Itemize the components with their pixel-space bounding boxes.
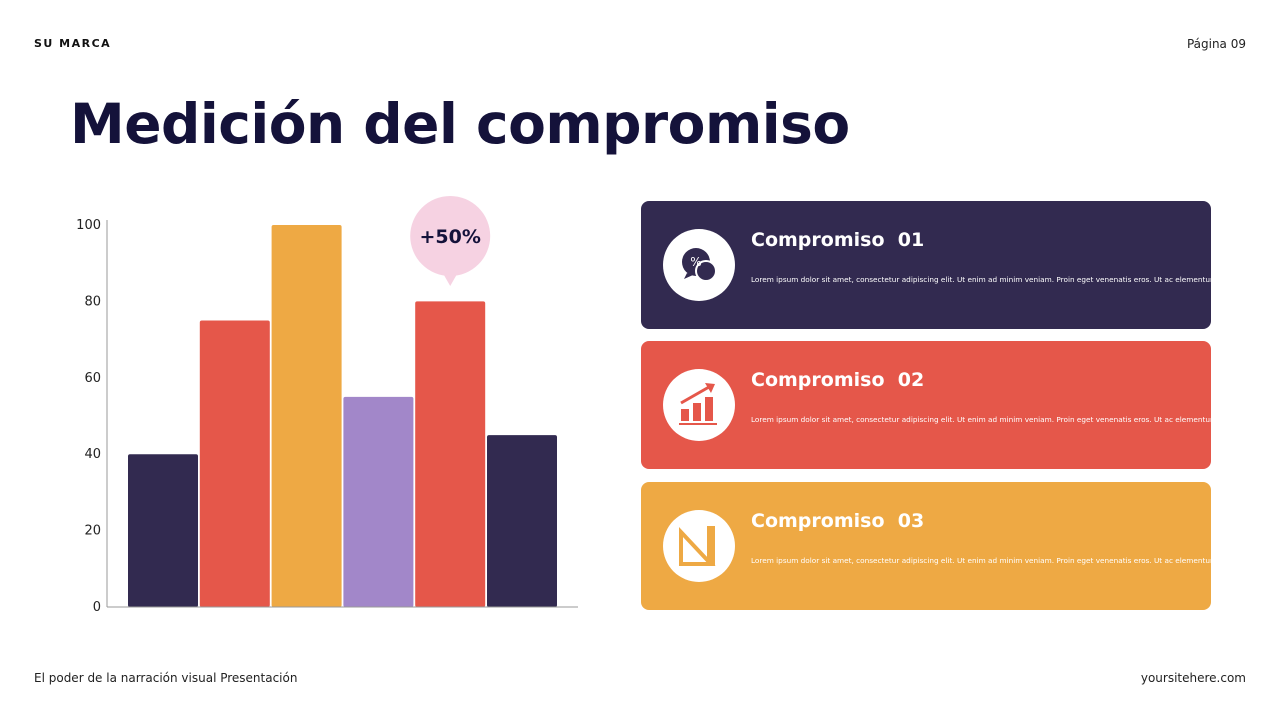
annotation-bubble: [410, 196, 491, 276]
footer-left: El poder de la narración visual Presenta…: [34, 671, 298, 685]
y-tick-label: 100: [76, 218, 101, 233]
chart: 0 20 40 60 80 100 +50%: [76, 196, 578, 615]
icon: [663, 369, 735, 441]
card-text: Lorem ipsum dolor sit amet, consectetur …: [751, 275, 1220, 284]
card: Compromiso 03 Lorem ipsum dolor sit amet…: [641, 482, 1219, 610]
footer-right: yoursitehere.com: [1140, 671, 1246, 685]
y-tick-label: 0: [93, 600, 101, 615]
annotation: +50%: [419, 226, 480, 248]
card-title: Compromiso 01: [751, 229, 925, 251]
bar: [128, 454, 198, 607]
y-tick-label: 20: [84, 524, 101, 539]
page-number: Página 09: [1186, 37, 1246, 51]
card-title: Compromiso 02: [751, 369, 925, 391]
icon: %: [663, 229, 735, 301]
bar: [343, 396, 414, 607]
slide-title: Medición del compromiso: [70, 92, 850, 156]
bar: [199, 320, 270, 607]
card-text: Lorem ipsum dolor sit amet, consectetur …: [751, 556, 1220, 565]
card-title: Compromiso 03: [751, 510, 925, 532]
card-text: Lorem ipsum dolor sit amet, consectetur …: [751, 415, 1220, 424]
y-tick-label: 40: [84, 447, 101, 462]
svg-text:%: %: [690, 255, 701, 269]
brand: SU MARCA: [34, 37, 112, 50]
bar: [415, 301, 486, 607]
icon: [663, 510, 735, 582]
card: Compromiso 02 Lorem ipsum dolor sit amet…: [641, 341, 1219, 469]
bar: [487, 435, 557, 607]
bar: [271, 225, 342, 607]
card: % Compromiso 01 Lorem ipsum dolor sit am…: [641, 201, 1219, 329]
y-tick-label: 60: [84, 371, 101, 386]
y-tick-label: 80: [84, 294, 101, 309]
